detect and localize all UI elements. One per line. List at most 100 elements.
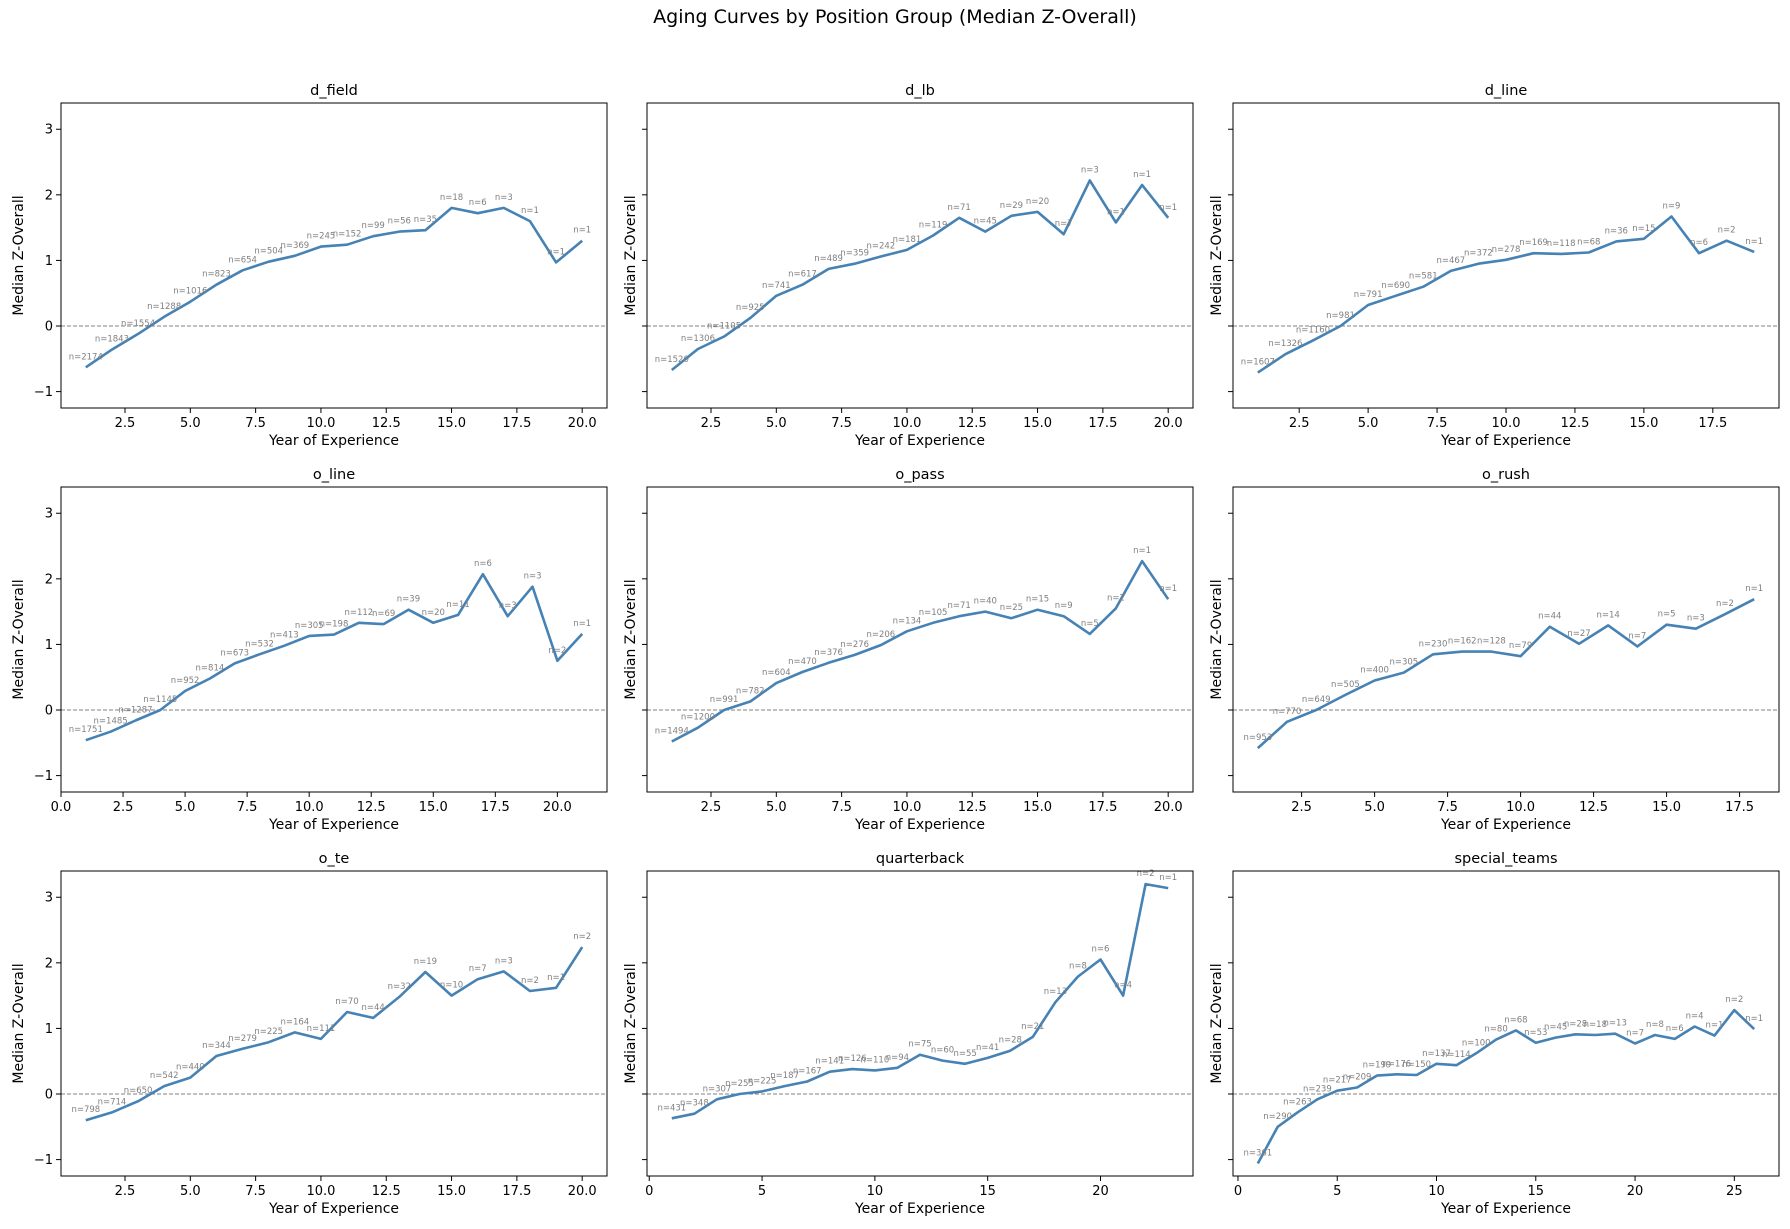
x-tick-label: 5.0	[180, 1184, 201, 1199]
point-label: n=8	[1646, 1020, 1664, 1030]
point-label: n=2	[548, 646, 566, 656]
subplot-title: quarterback	[876, 851, 965, 867]
axes-frame	[1232, 102, 1780, 409]
point-label: n=25	[1000, 603, 1023, 613]
x-tick-label: 10.0	[1506, 800, 1535, 815]
point-label: n=9	[1662, 201, 1680, 211]
x-tick-label: 7.5	[1427, 416, 1448, 431]
point-label: n=1554	[121, 319, 155, 329]
point-label: n=110	[861, 1055, 890, 1065]
x-tick-label: 12.5	[958, 800, 987, 815]
point-label: n=14	[1597, 610, 1620, 620]
point-label: n=44	[1538, 612, 1561, 622]
point-label: n=791	[1354, 290, 1383, 300]
point-label: n=114	[1442, 1050, 1471, 1060]
point-label: n=60	[931, 1046, 954, 1056]
point-label: n=823	[202, 270, 231, 280]
y-tick-label: 3	[45, 507, 53, 522]
point-label: n=41	[976, 1043, 999, 1053]
point-label: n=2	[1725, 995, 1743, 1005]
x-tick-label: 15.0	[1652, 800, 1681, 815]
point-label: n=1	[1745, 237, 1763, 247]
x-axis-label: Year of Experience	[1440, 433, 1571, 449]
point-label: n=111	[307, 1024, 336, 1034]
point-label: n=1326	[1268, 339, 1302, 349]
y-axis-label: Median Z-Overall	[1209, 195, 1225, 315]
point-label: n=152	[333, 230, 362, 240]
series-line	[1256, 1008, 1756, 1165]
point-label: n=1520	[655, 355, 689, 365]
x-tick-label: 5.0	[766, 416, 787, 431]
point-label: n=176	[1382, 1059, 1411, 1069]
point-label: n=741	[762, 281, 791, 291]
point-label: n=5	[1081, 619, 1099, 629]
point-label: n=505	[1331, 680, 1360, 690]
point-label: n=18	[440, 193, 463, 203]
subplot-special_teams: special_teamsn=361n=290n=263n=239n=217n=…	[1209, 851, 1780, 1217]
point-label: n=2	[1137, 869, 1155, 879]
x-axis-label: Year of Experience	[854, 1201, 985, 1217]
point-label: n=225	[254, 1027, 283, 1037]
point-label: n=6	[1666, 1024, 1684, 1034]
point-label: n=1	[1107, 207, 1125, 217]
point-label: n=68	[1577, 238, 1600, 248]
point-label: n=137	[1422, 1049, 1451, 1059]
point-label: n=1607	[1241, 358, 1275, 368]
point-label: n=1145	[143, 695, 177, 705]
x-tick-label: 2.5	[113, 800, 134, 815]
point-label: n=3	[524, 572, 542, 582]
point-label: n=431	[657, 1103, 686, 1113]
point-label: n=167	[793, 1067, 822, 1077]
x-tick-label: 5.0	[175, 800, 196, 815]
y-axis-label: Median Z-Overall	[623, 963, 639, 1083]
x-tick-label: 17.5	[1088, 416, 1117, 431]
x-tick-label: 5.0	[1358, 416, 1379, 431]
series-line	[85, 572, 584, 742]
x-tick-label: 0	[645, 1184, 653, 1199]
y-tick-label: 3	[45, 891, 53, 906]
x-tick-label: 10.0	[892, 800, 921, 815]
point-label: n=71	[948, 601, 971, 611]
point-label: n=6	[469, 198, 487, 208]
point-label: n=650	[124, 1086, 153, 1096]
x-tick-label: 12.5	[1560, 416, 1589, 431]
point-label: n=20	[422, 608, 445, 618]
point-label: n=604	[762, 668, 791, 678]
x-tick-label: 15.0	[437, 1184, 466, 1199]
point-label: n=69	[372, 609, 395, 619]
x-tick-label: 0	[1234, 1184, 1242, 1199]
x-tick-label: 17.5	[481, 800, 510, 815]
point-label: n=198	[320, 620, 349, 630]
subplot-title: o_te	[319, 851, 350, 867]
x-tick-label: 10.0	[306, 416, 335, 431]
point-label: n=1306	[681, 334, 715, 344]
y-tick-label: −1	[34, 1153, 53, 1168]
x-tick-label: 5	[1333, 1184, 1341, 1199]
x-tick-label: 12.5	[958, 416, 987, 431]
point-label: n=53	[1524, 1028, 1547, 1038]
point-label: n=162	[1448, 637, 1477, 647]
x-tick-label: 10.0	[295, 800, 324, 815]
point-label: n=29	[1000, 201, 1023, 211]
point-label: n=1485	[94, 717, 128, 727]
x-tick-label: 20	[1092, 1184, 1109, 1199]
point-label: n=782	[736, 686, 765, 696]
subplot-d_field: d_field n=2174 n=1843 n=1554 n=1288 n=1016 n=8…	[11, 83, 608, 449]
y-axis-label: Median Z-Overall	[11, 963, 27, 1083]
point-label: n=1	[1745, 1014, 1763, 1024]
x-tick-label: 7.5	[831, 416, 852, 431]
point-label: n=770	[1273, 707, 1302, 717]
x-tick-label: 15.0	[419, 800, 448, 815]
series-line	[671, 882, 1169, 1120]
point-label: n=348	[680, 1099, 709, 1109]
point-label: n=79	[1509, 641, 1532, 651]
series-line	[671, 559, 1170, 743]
x-tick-label: 5.0	[1364, 800, 1385, 815]
x-tick-label: 5.0	[180, 416, 201, 431]
x-tick-label: 10	[1428, 1184, 1445, 1199]
point-label: n=242	[866, 241, 895, 251]
point-label: n=1	[1133, 546, 1151, 556]
x-tick-label: 20.0	[1154, 416, 1183, 431]
point-label: n=56	[388, 217, 411, 227]
